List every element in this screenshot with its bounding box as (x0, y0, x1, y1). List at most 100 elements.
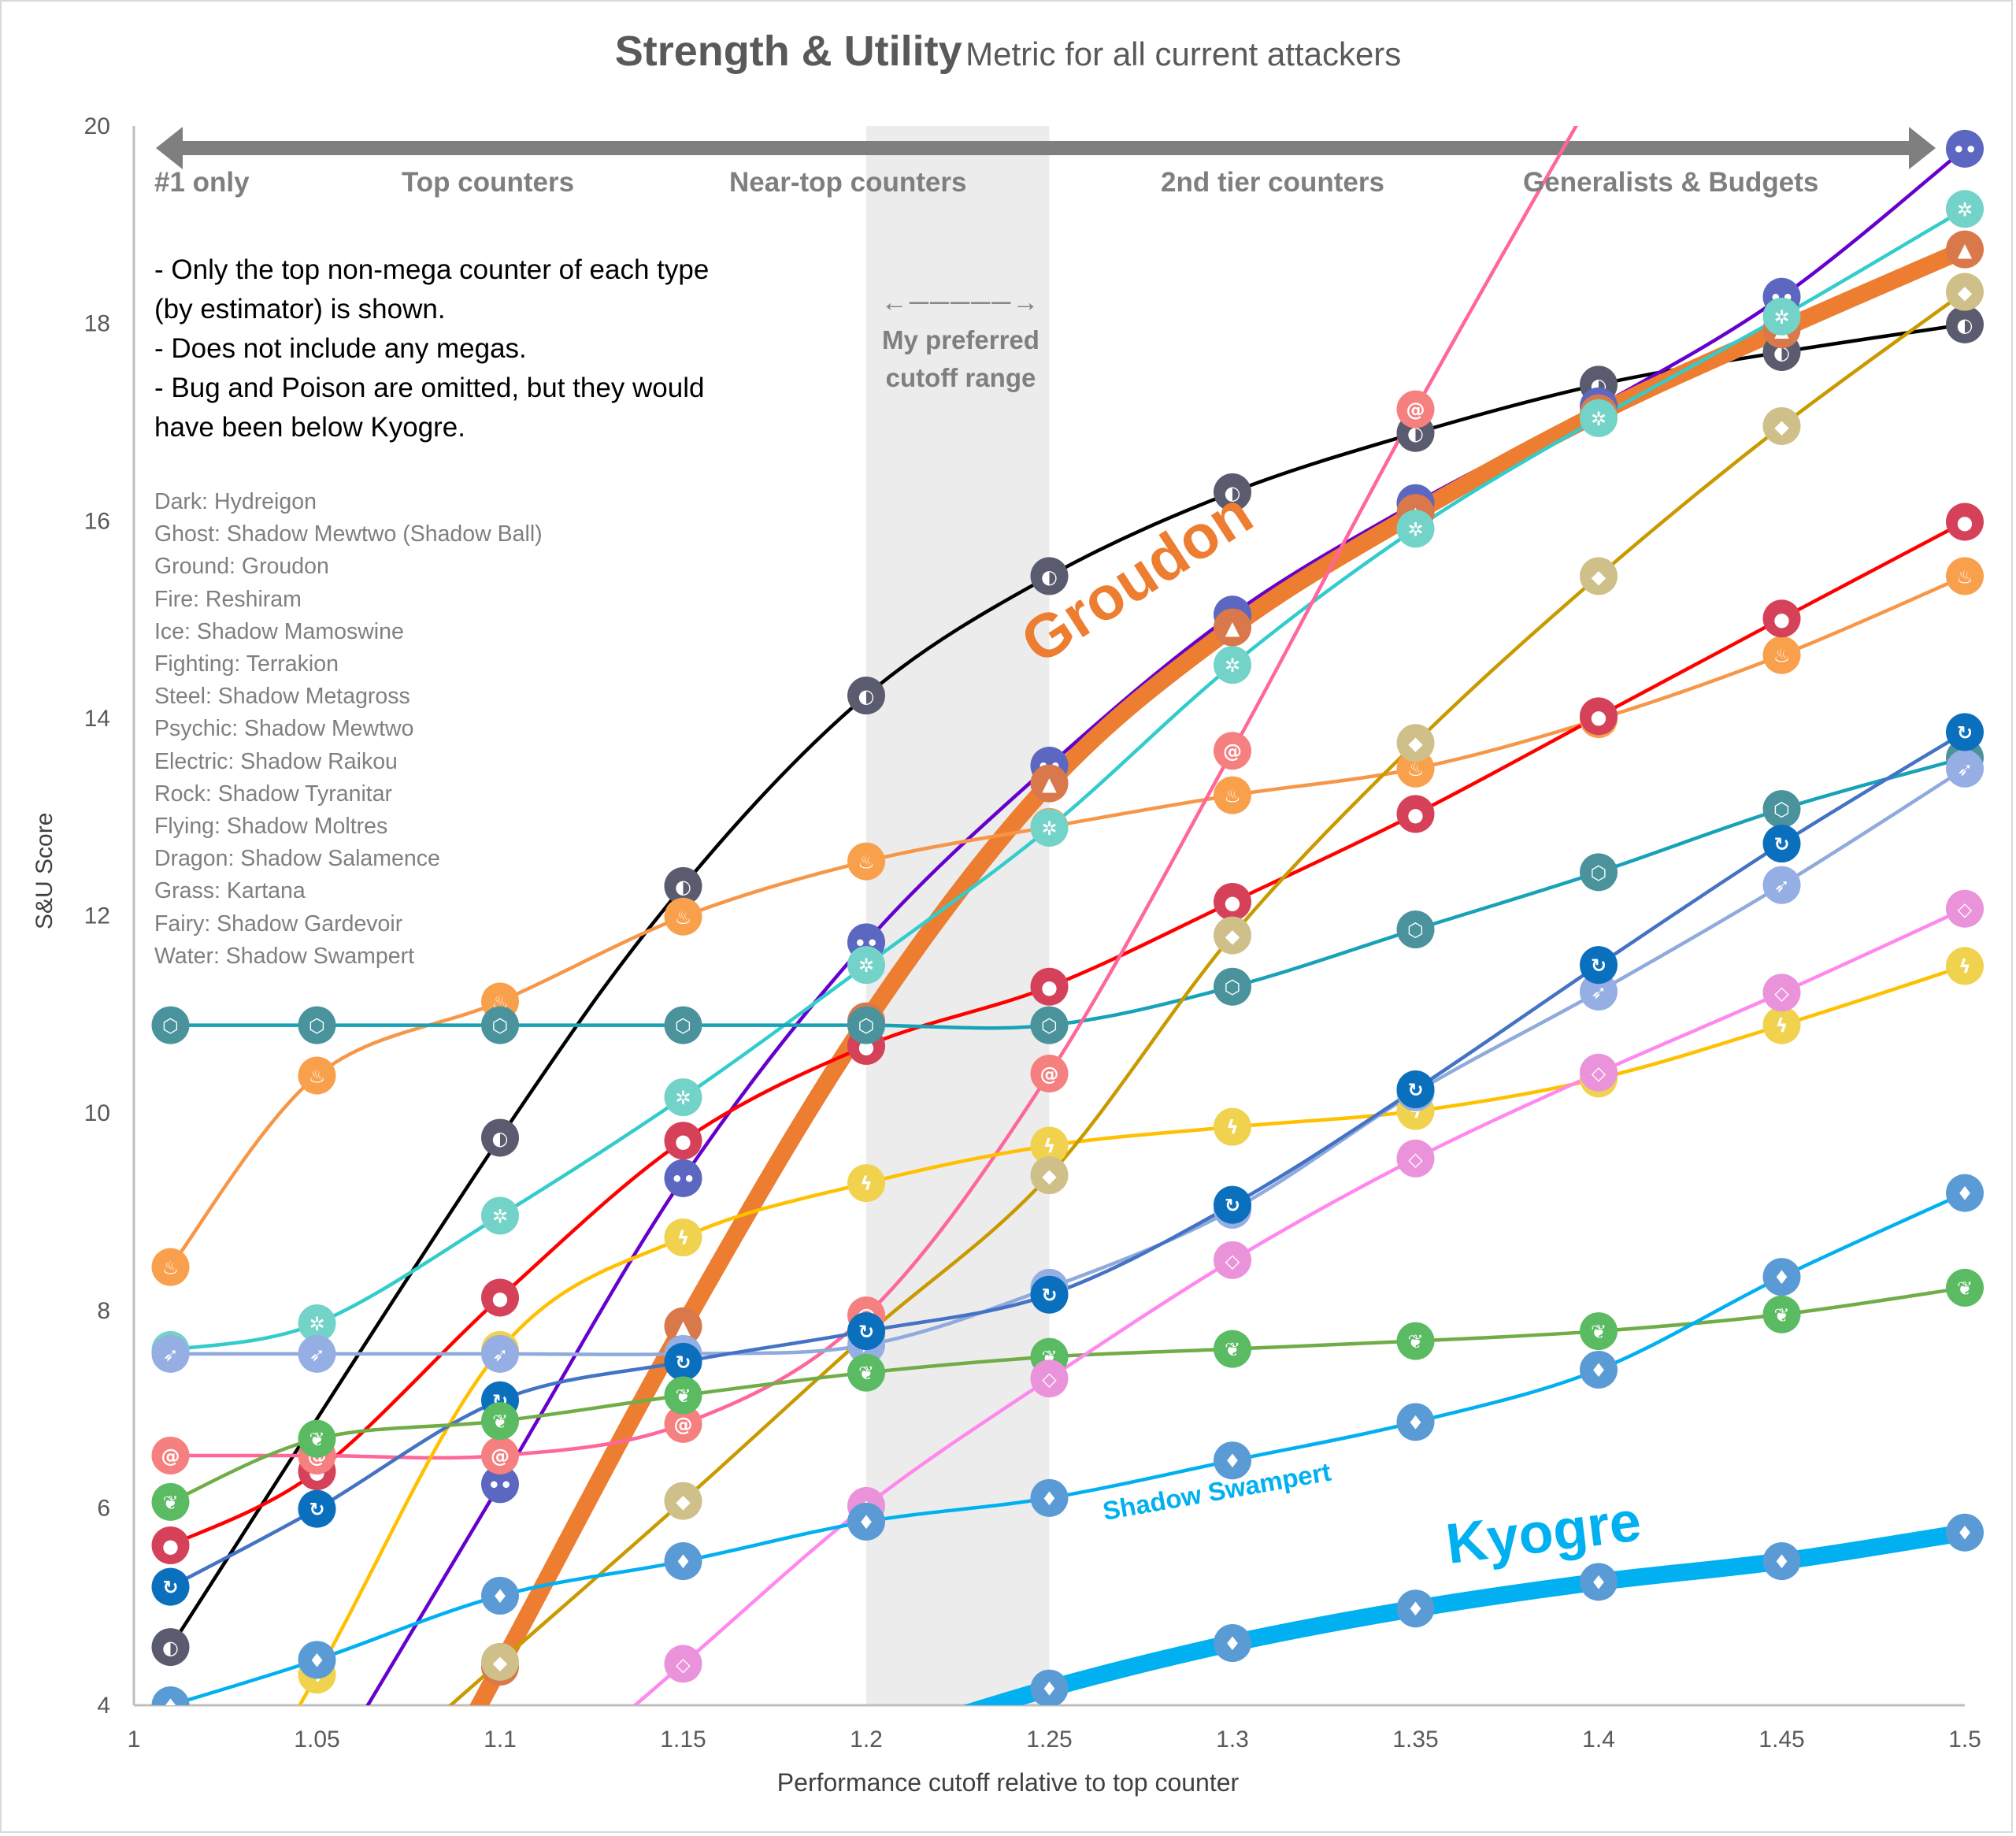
marker-circle (1030, 1275, 1069, 1314)
marker-circle (1396, 390, 1435, 428)
spiral-icon: @ (491, 1445, 510, 1467)
marker-circle (1946, 947, 1984, 985)
marker-circle (1030, 1478, 1069, 1517)
data-point-marker: @ (1396, 390, 1435, 428)
marker-circle (664, 866, 702, 905)
marker-circle (847, 1502, 885, 1541)
fist-icon: ● (1773, 608, 1790, 630)
tick-labels: 1 1.05 1.1 1.15 1.2 1.25 1.3 1.35 1.4 1.45 1.5 4 6 8 1… (84, 113, 1981, 1753)
preferred-line-1: My preferred (882, 325, 1040, 354)
marker-circle (664, 1122, 702, 1160)
data-point-marker: ◇ (1030, 1359, 1069, 1398)
snowflake-icon: ✲ (1591, 408, 1606, 430)
marker-circle (1762, 599, 1801, 638)
data-point-marker: ♦ (1946, 1174, 1984, 1212)
wing-icon: ➶ (1773, 875, 1789, 897)
bolt-icon: ϟ (860, 1173, 873, 1195)
hex-nut-icon: ⬡ (1407, 919, 1424, 941)
wing-icon: ➶ (1591, 981, 1606, 1003)
data-point-marker: ▲ (1946, 230, 1984, 269)
moon-icon: ◐ (1041, 566, 1058, 588)
data-point-marker: ✲ (298, 1304, 336, 1343)
note-line: - Only the top non-mega counter of each … (154, 254, 710, 285)
marker-circle (481, 1576, 519, 1615)
dragon-icon: ↻ (1957, 721, 1973, 744)
dragon-icon: ↻ (1591, 955, 1606, 977)
data-point-marker: @ (481, 1436, 519, 1474)
marker-circle (847, 946, 885, 985)
marker-circle (298, 1489, 336, 1528)
series-markers: ◐◐◐◐◐◐◐◐◐◐••••••••••••••••••▲▲▲▲▲▲▲▲▲♨♨♨… (151, 129, 1984, 1705)
marker-circle (1396, 911, 1435, 949)
leaf-icon: ❦ (1591, 1321, 1606, 1343)
droplet-icon: ♦ (1956, 1523, 1973, 1545)
zone-label-2: Top counters (402, 167, 575, 198)
y-tick-label: 10 (84, 1100, 110, 1126)
marker-circle (1030, 967, 1069, 1006)
title-subtitle: Metric for all current attackers (965, 35, 1402, 72)
leaf-icon: ❦ (492, 1411, 508, 1433)
flame-icon: ♨ (1407, 759, 1425, 781)
leaf-icon: ❦ (675, 1385, 691, 1408)
y-tick-label: 4 (97, 1693, 110, 1719)
data-point-marker: ✲ (1030, 808, 1069, 847)
arrow-right-head-icon (1909, 127, 1936, 169)
data-point-marker: @ (1030, 1055, 1069, 1092)
marker-circle (1214, 882, 1251, 921)
data-point-marker: ♦ (1580, 1350, 1618, 1389)
x-tick-label: 1.3 (1216, 1727, 1249, 1753)
leaf-icon: ❦ (1773, 1304, 1789, 1326)
legend: Dark: Hydreigon Ghost: Shadow Mewtwo (Sha… (154, 486, 543, 973)
fist-icon: ● (492, 1287, 509, 1309)
marker-circle (1946, 1174, 1984, 1212)
marker-circle (481, 1334, 519, 1373)
sparkle-icon: ◇ (1958, 899, 1973, 921)
data-point-marker: ♦ (1214, 1441, 1251, 1480)
marker-circle (1580, 1563, 1618, 1601)
data-point-marker: ◆ (1396, 724, 1435, 762)
legend-entry: Electric: Shadow Raikou (154, 748, 398, 774)
marker-circle (481, 1118, 519, 1157)
data-point-marker: ↻ (298, 1489, 336, 1528)
moon-icon: ◐ (858, 685, 875, 707)
droplet-icon: ♦ (309, 1649, 326, 1671)
data-point-marker: ♦ (1214, 1624, 1251, 1663)
data-point-marker: ♦ (1030, 1478, 1069, 1517)
data-point-marker: ◆ (1580, 557, 1618, 595)
hex-nut-icon: ⬡ (1225, 977, 1241, 999)
leaf-icon: ❦ (1225, 1339, 1240, 1361)
marker-circle (1030, 1006, 1069, 1044)
dragon-icon: ↻ (1773, 833, 1789, 855)
flame-icon: ♨ (1224, 785, 1241, 807)
marker-circle (1030, 1156, 1069, 1195)
data-point-marker: ♨ (1762, 636, 1801, 674)
hex-nut-icon: ⬡ (162, 1015, 179, 1037)
data-point-marker: ◐ (847, 677, 885, 715)
marker-circle (1762, 636, 1801, 674)
arrow-left-head-icon (156, 127, 183, 169)
marker-circle (298, 1334, 336, 1373)
x-axis-label: Performance cutoff relative to top count… (776, 1768, 1240, 1797)
preferred-range-shade (866, 126, 1050, 1705)
data-point-marker: ⬡ (1580, 853, 1618, 892)
hex-nut-icon: ⬡ (675, 1015, 691, 1037)
data-point-marker: ϟ (664, 1218, 702, 1257)
marker-circle (1030, 1669, 1069, 1705)
data-point-marker: ◇ (1396, 1139, 1435, 1178)
data-point-marker: ↻ (847, 1312, 885, 1351)
marker-circle (1946, 190, 1984, 228)
mountain-icon: ▲ (676, 1316, 691, 1338)
data-point-marker: ◆ (481, 1642, 519, 1681)
legend-entry: Steel: Shadow Metagross (154, 684, 410, 710)
x-tick-label: 1.1 (484, 1727, 517, 1753)
data-point-marker: ❦ (1396, 1322, 1435, 1360)
wing-icon: ➶ (1957, 759, 1973, 781)
marker-circle (1946, 305, 1984, 343)
legend-entry: Rock: Shadow Tyranitar (154, 781, 393, 807)
data-point-marker: ● (1946, 503, 1984, 541)
spiral-icon: @ (161, 1445, 180, 1467)
marker-circle (1030, 808, 1069, 847)
marker-circle (1030, 557, 1069, 595)
sparkle-icon: ◇ (1408, 1148, 1423, 1170)
